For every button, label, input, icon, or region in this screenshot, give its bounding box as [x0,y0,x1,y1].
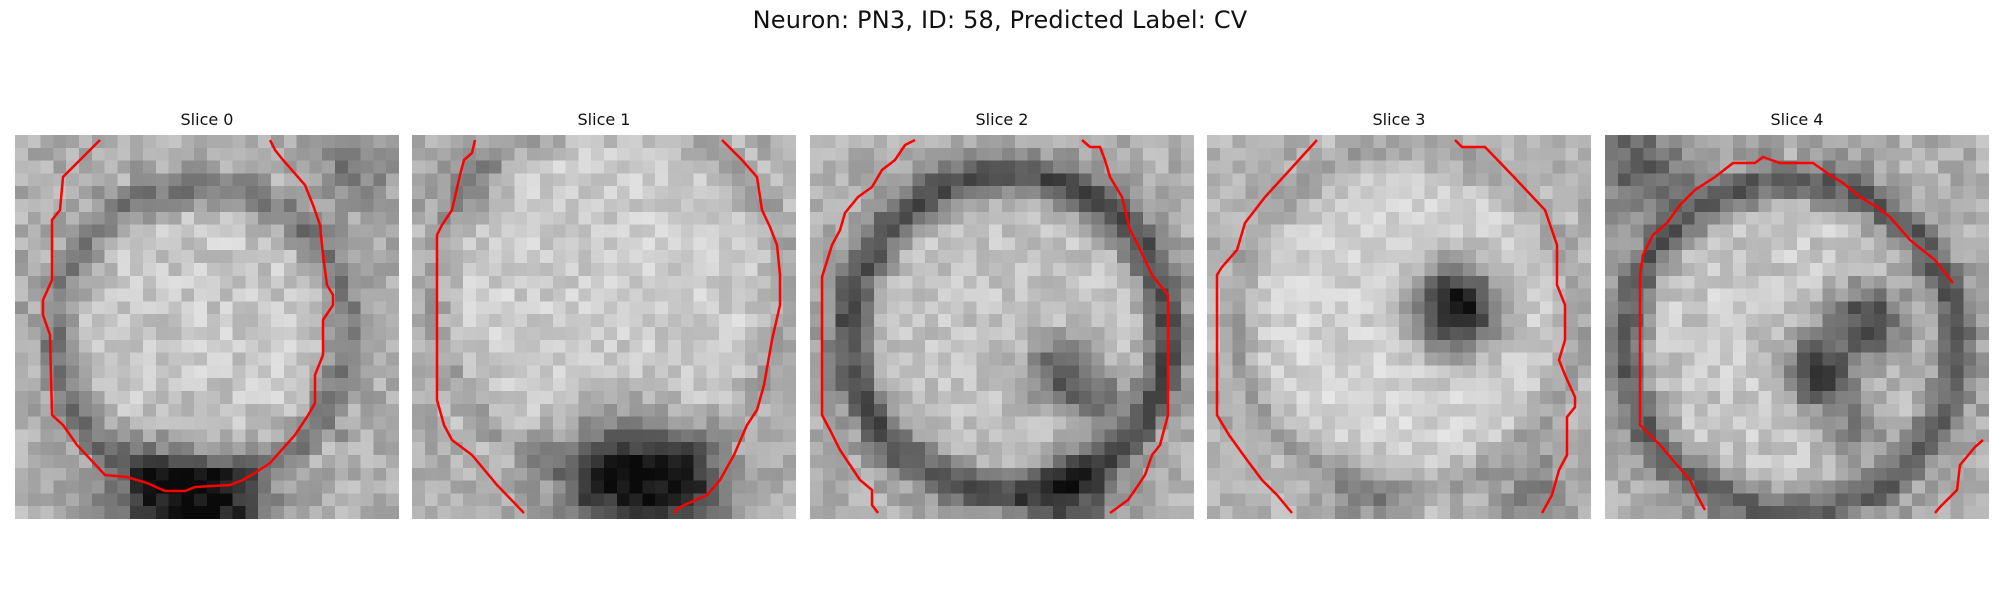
contour-line-0 [41,139,335,493]
slice-panel-1: Slice 1 [412,110,796,519]
contour-line-0 [1215,139,1318,514]
contour-line-1 [1081,139,1170,515]
contour-line-0 [820,138,916,514]
contour-overlay-4 [1638,155,1984,514]
contour-line-0 [435,139,525,514]
slice-image-3 [1207,135,1591,519]
slice-title-4: Slice 4 [1770,110,1824,129]
slice-grayscale-1 [412,135,796,519]
contour-line-1 [1454,139,1577,514]
contour-overlay-2 [820,138,1170,515]
figure-title: Neuron: PN3, ID: 58, Predicted Label: CV [752,6,1248,34]
slice-image-2 [810,135,1194,519]
slice-grayscale-2 [810,135,1194,519]
slice-title-2: Slice 2 [975,110,1029,129]
contour-overlay-1 [435,139,782,514]
slice-image-0 [15,135,399,519]
contour-line-1 [673,139,782,514]
slice-image-1 [412,135,796,519]
contour-line-1 [1934,439,1984,514]
slice-panel-3: Slice 3 [1207,110,1591,519]
contour-overlay-3 [1215,139,1577,514]
slice-panel-2: Slice 2 [810,110,1194,519]
slice-grayscale-3 [1207,135,1591,519]
slice-title-0: Slice 0 [180,110,234,129]
slice-title-1: Slice 1 [577,110,631,129]
contour-line-0 [1638,155,1954,511]
slice-title-3: Slice 3 [1372,110,1426,129]
slice-grayscale-0 [15,135,399,519]
slice-panel-0: Slice 0 [15,110,399,519]
slice-panel-4: Slice 4 [1605,110,1989,519]
slice-image-4 [1605,135,1989,519]
contour-overlay-0 [41,139,335,493]
